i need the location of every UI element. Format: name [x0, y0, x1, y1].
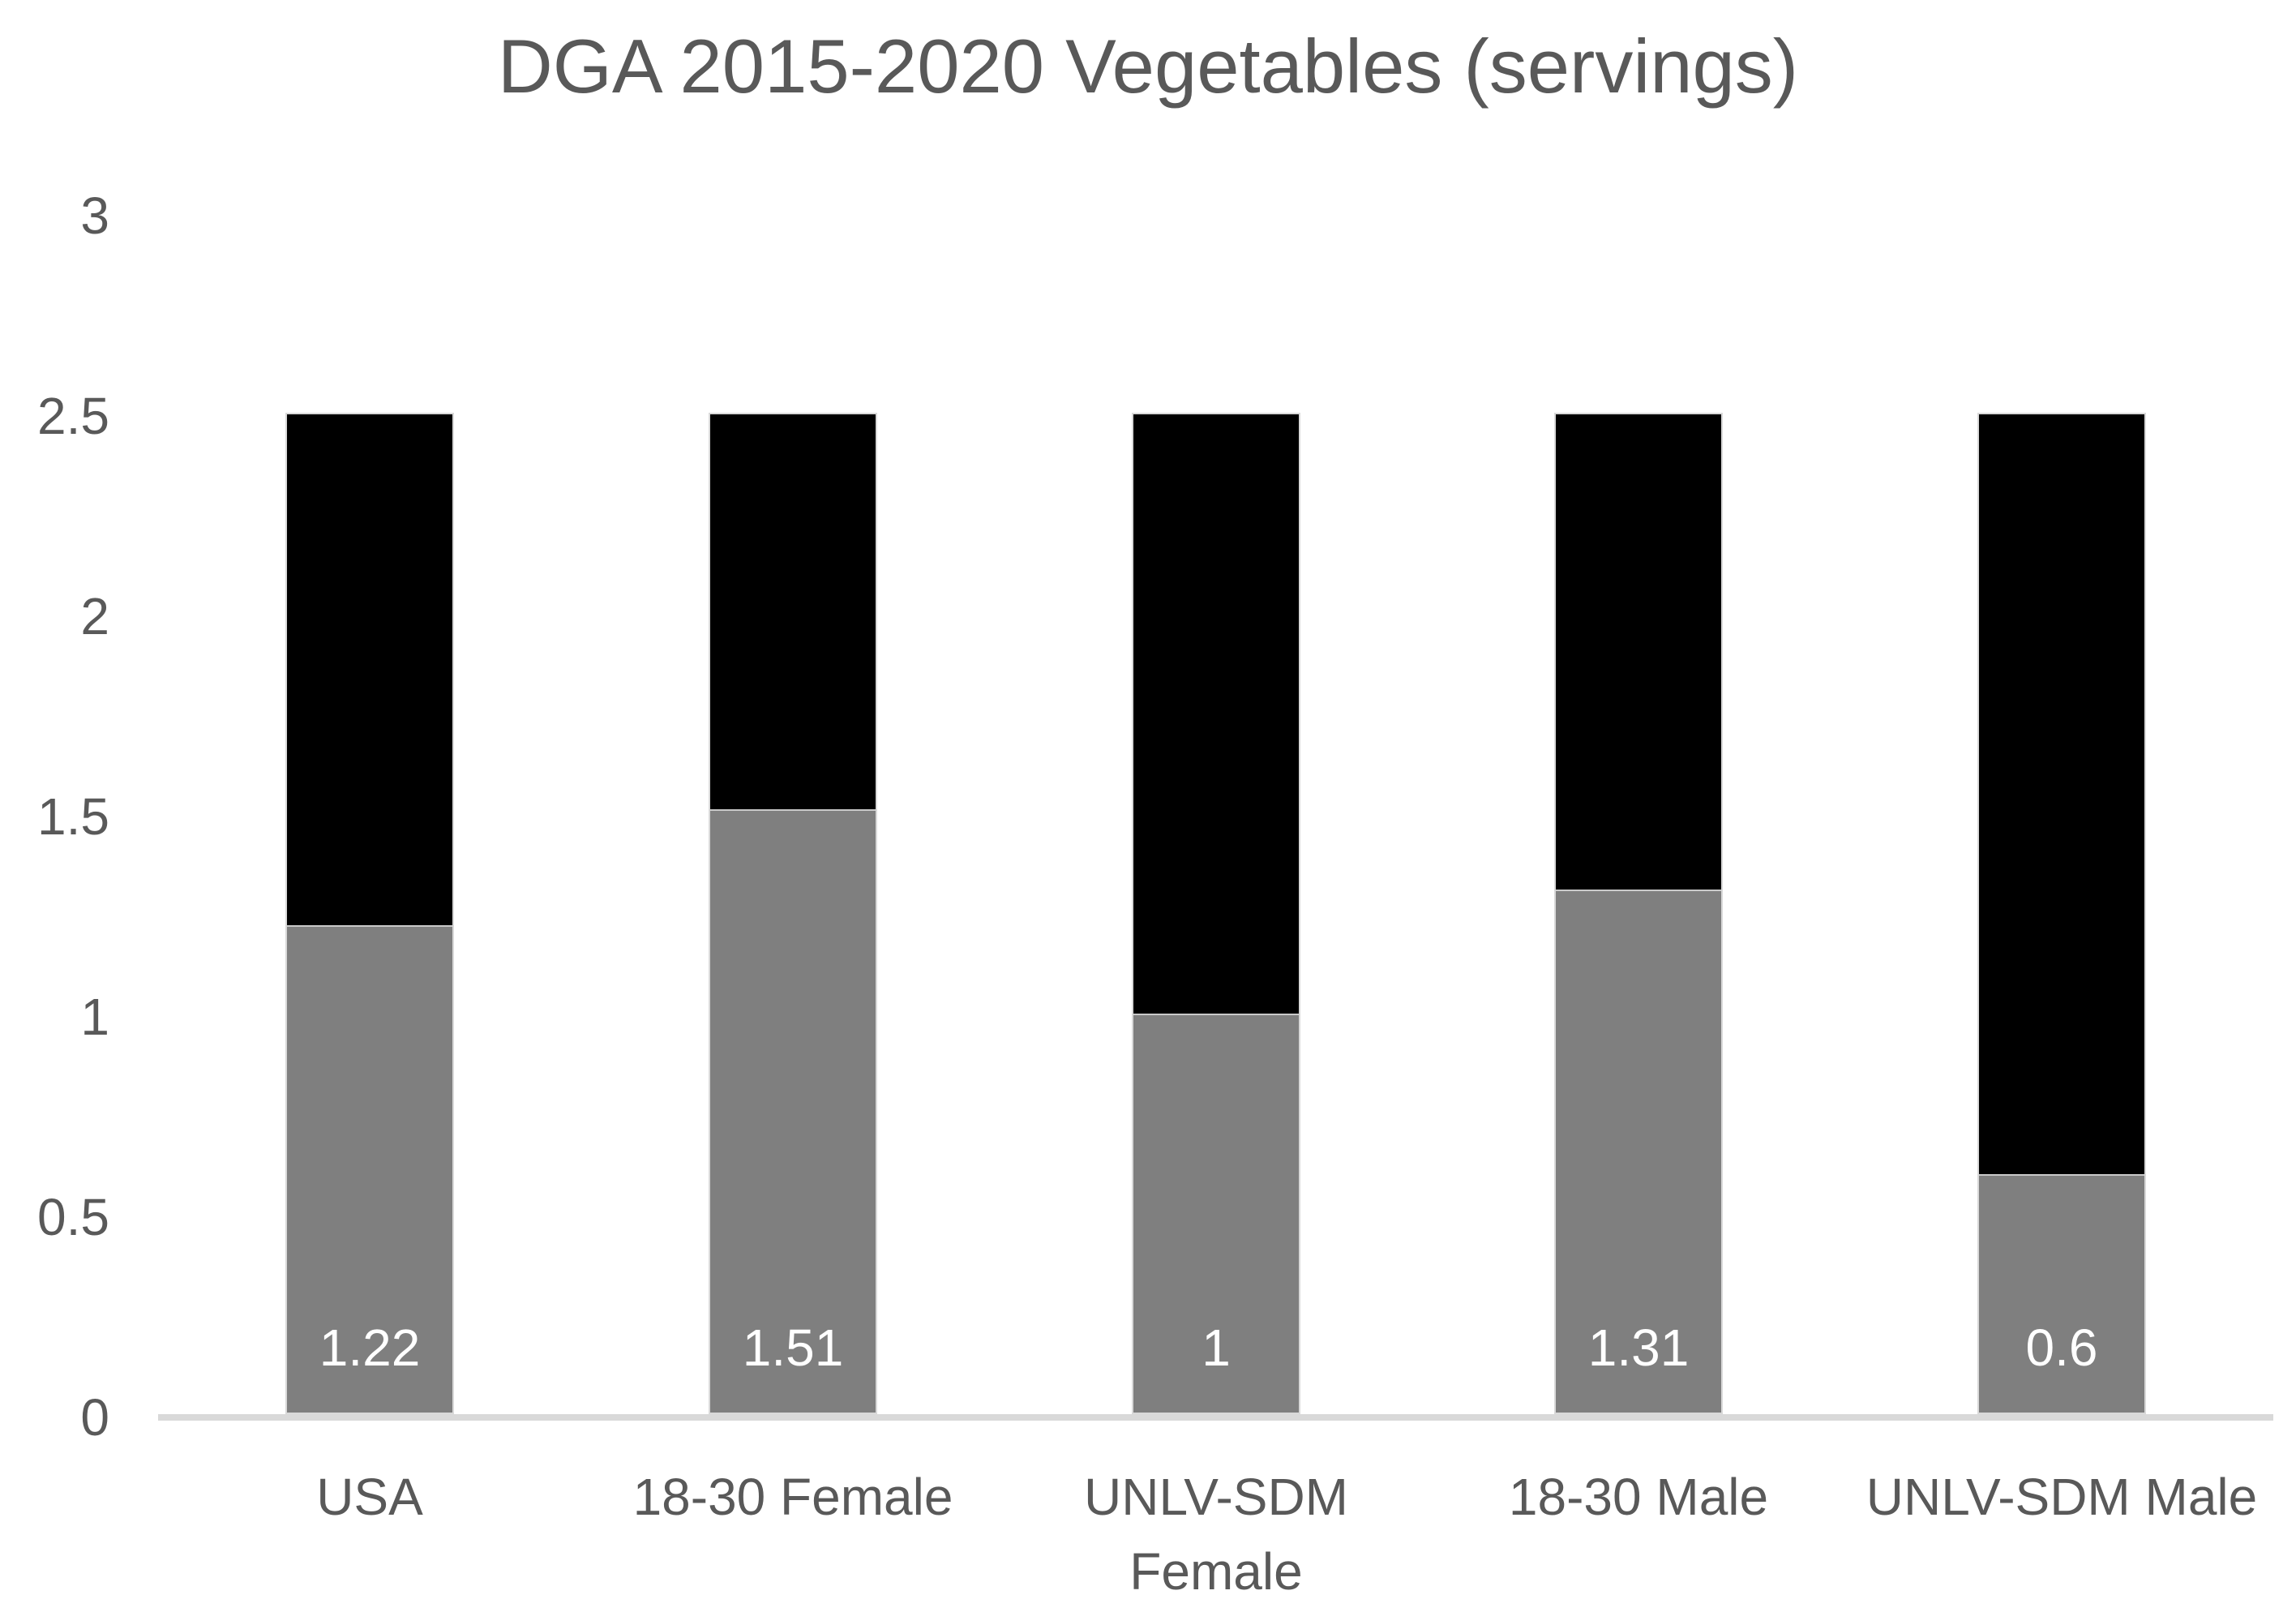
bar-segment-gray: 0.6 — [1979, 1176, 2144, 1413]
x-axis-line — [158, 1414, 2273, 1421]
bar-segment-black — [1133, 414, 1299, 1015]
bar-usa: 1.22 — [285, 413, 454, 1414]
bar-segment-gray: 1.31 — [1556, 891, 1721, 1413]
x-axis-label-18-30-male: 18-30 Male — [1508, 1468, 1769, 1526]
bar-data-label: 1 — [1202, 1318, 1231, 1377]
x-axis-label-usa: USA — [316, 1468, 423, 1526]
bar-segment-black — [710, 414, 876, 811]
bar-18-30-male: 1.31 — [1554, 413, 1723, 1414]
bar-data-label: 0.6 — [2025, 1318, 2098, 1377]
bar-segment-gray: 1.22 — [287, 927, 452, 1413]
y-axis-tick-label-2: 2 — [80, 587, 109, 645]
bar-segment-black — [1556, 414, 1721, 891]
bar-18-30-female: 1.51 — [709, 413, 877, 1414]
y-axis-tick-label-3: 3 — [80, 186, 109, 245]
x-axis-label-unlv-sdm-male: UNLV-SDM Male — [1866, 1468, 2258, 1526]
y-axis-tick-label-1: 1 — [80, 988, 109, 1046]
y-axis-tick-label-1.5: 1.5 — [37, 787, 109, 846]
bar-data-label: 1.31 — [1587, 1318, 1690, 1377]
bar-segment-gray: 1 — [1133, 1015, 1299, 1413]
bar-segment-gray: 1.51 — [710, 811, 876, 1413]
y-axis-tick-label-2.5: 2.5 — [37, 387, 109, 445]
x-axis-label-unlv-sdm-female: UNLV-SDM Female — [1084, 1468, 1348, 1601]
y-axis-tick-label-0.5: 0.5 — [37, 1188, 109, 1246]
y-axis-tick-label-0: 0 — [80, 1388, 109, 1447]
chart-title: DGA 2015-2020 Vegetables (servings) — [497, 24, 1799, 109]
bar-data-label: 1.51 — [742, 1318, 844, 1377]
bar-segment-black — [287, 414, 452, 927]
x-axis-label-18-30-female: 18-30 Female — [632, 1468, 953, 1526]
bar-unlv-sdm-female: 1 — [1132, 413, 1300, 1414]
bar-segment-black — [1979, 414, 2144, 1176]
bar-unlv-sdm-male: 0.6 — [1977, 413, 2146, 1414]
bar-data-label: 1.22 — [319, 1318, 421, 1377]
